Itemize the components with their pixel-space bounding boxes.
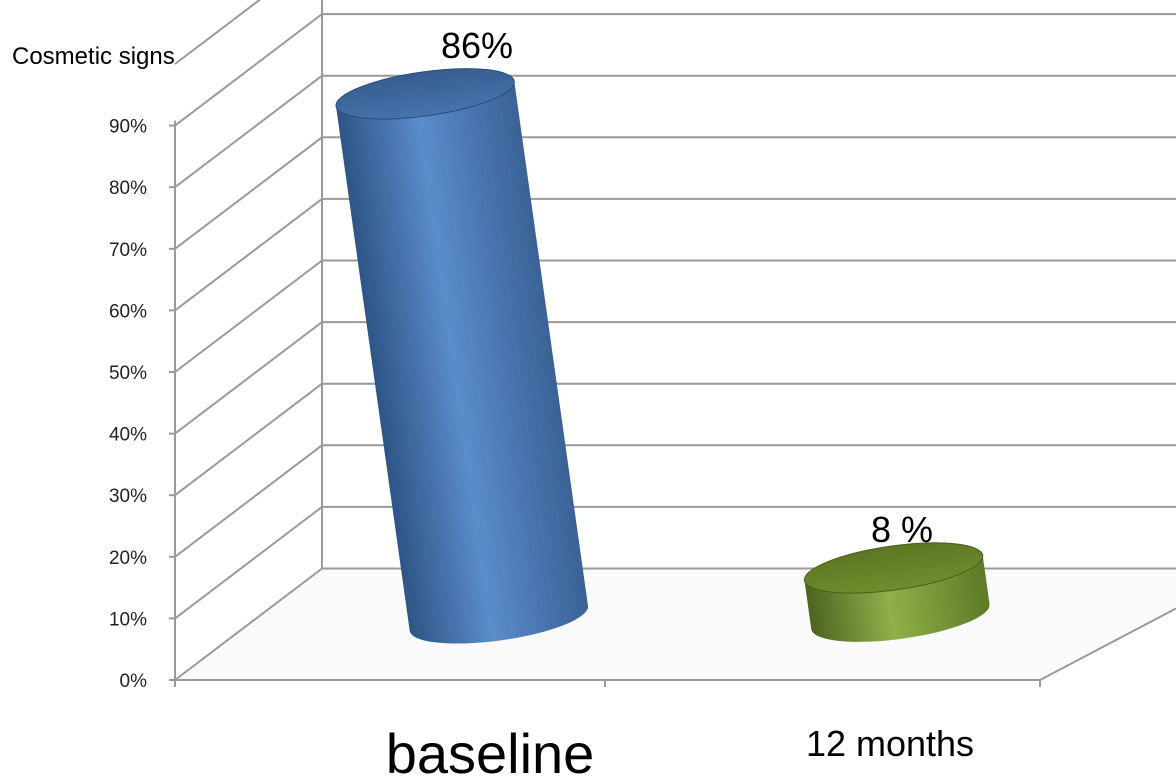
- side-gridline: [174, 13, 323, 127]
- y-tick-label: 0%: [120, 671, 148, 692]
- side-gridline: [174, 444, 323, 558]
- side-gridline: [174, 136, 323, 250]
- y-tick-label: 80%: [109, 178, 147, 199]
- chart-floor: [175, 568, 1176, 680]
- y-tick-label: 30%: [109, 486, 147, 507]
- side-gridline: [174, 567, 323, 681]
- y-tick-label: 40%: [109, 425, 147, 446]
- side-gridline: [174, 74, 323, 188]
- y-tick-label: 10%: [109, 609, 147, 630]
- bar-12-months: [803, 542, 990, 642]
- side-gridline: [174, 382, 323, 496]
- bar-layer: [335, 68, 990, 644]
- bar-body: [336, 81, 588, 644]
- bar-top: [803, 542, 984, 594]
- side-gridline: [174, 0, 262, 65]
- y-tick-label: 70%: [109, 240, 147, 261]
- x-tick-label: baseline: [386, 722, 595, 780]
- axis-layer: 0% 10% 20% 30% 40% 50% 60% 70% 80% 90%: [109, 117, 1041, 692]
- bar-top: [335, 68, 515, 120]
- label-layer: 86% 8 % baseline 12 months: [386, 25, 974, 780]
- side-gridline: [174, 506, 323, 620]
- side-gridline: [174, 198, 323, 312]
- y-tick-label: 50%: [109, 363, 147, 384]
- y-tick-label: 20%: [109, 548, 147, 569]
- y-tick-label: 60%: [109, 301, 147, 322]
- side-gridline: [174, 259, 323, 373]
- y-tick-label: 90%: [109, 117, 147, 138]
- floor-right-edge: [1039, 607, 1176, 681]
- data-label: 86%: [441, 25, 513, 66]
- grid-layer: [174, 0, 1176, 681]
- data-label: 8 %: [871, 509, 933, 550]
- bar-baseline: [335, 68, 588, 644]
- x-tick-label: 12 months: [806, 723, 974, 764]
- side-gridline: [174, 321, 323, 435]
- y-axis-title: Cosmetic signs: [12, 43, 175, 70]
